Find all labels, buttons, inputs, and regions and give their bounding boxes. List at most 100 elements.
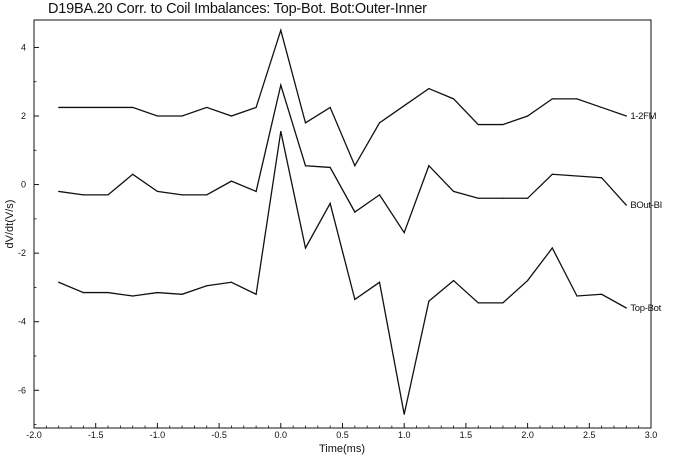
data-point: [304, 122, 307, 124]
data-point: [329, 202, 331, 205]
data-point: [132, 173, 134, 175]
data-point: [452, 190, 455, 193]
data-point: [82, 194, 84, 196]
y-tick-label: -2: [18, 248, 26, 258]
data-point: [255, 190, 257, 193]
data-point: [601, 177, 603, 179]
data-point: [601, 106, 603, 109]
data-point: [477, 302, 479, 304]
data-point: [551, 98, 553, 100]
data-point: [378, 122, 381, 124]
data-point: [304, 247, 307, 249]
data-point: [428, 300, 430, 302]
data-point: [206, 106, 208, 109]
y-tick-label: 0: [21, 180, 26, 190]
data-point: [280, 84, 282, 86]
data-point: [156, 190, 158, 193]
data-point: [625, 204, 627, 206]
data-point: [428, 165, 430, 167]
data-point: [181, 194, 183, 196]
data-point: [625, 115, 627, 117]
data-point: [625, 307, 627, 309]
data-point: [502, 123, 504, 126]
data-point: [181, 293, 183, 295]
data-point: [206, 194, 208, 196]
data-point: [329, 166, 331, 169]
x-tick-label: 2.0: [521, 430, 534, 440]
y-axis-label: dV/dt(V/s): [4, 200, 16, 249]
data-point: [551, 173, 553, 175]
data-point: [132, 295, 134, 297]
data-point: [403, 105, 405, 107]
series-label: Top-Bot: [630, 303, 661, 314]
data-point: [527, 115, 529, 117]
data-point: [206, 285, 208, 287]
series-line-1-2fm: [58, 27, 627, 168]
series-line-top-bot: [58, 131, 627, 415]
data-point: [230, 180, 233, 182]
data-point: [156, 115, 158, 117]
y-tick-label: 2: [21, 111, 26, 121]
data-point: [82, 106, 84, 109]
series-line-bout-bi: [58, 82, 627, 235]
data-point: [230, 281, 233, 283]
data-point: [378, 194, 381, 196]
data-point: [354, 165, 356, 167]
data-point: [354, 298, 356, 301]
data-point: [551, 247, 553, 249]
data-point: [502, 197, 504, 199]
data-point: [58, 106, 60, 109]
data-point: [255, 293, 257, 295]
data-point: [280, 130, 282, 133]
data-point: [477, 123, 479, 126]
data-point: [428, 87, 430, 90]
x-tick-label: 1.0: [398, 430, 411, 440]
x-tick-label: 0.0: [275, 430, 288, 440]
data-point: [329, 106, 331, 109]
data-point: [156, 291, 158, 294]
x-axis-label: Time(ms): [319, 443, 365, 455]
data-point: [378, 281, 381, 283]
data-point: [230, 115, 233, 117]
plot-frame: [33, 19, 652, 429]
data-point: [403, 231, 405, 234]
data-point: [502, 302, 504, 304]
x-tick-label: 3.0: [645, 430, 658, 440]
x-tick-label: 0.5: [336, 430, 349, 440]
data-point: [527, 279, 529, 282]
x-tick-label: -2.0: [26, 430, 42, 440]
data-point: [280, 29, 282, 31]
x-axis: -2.0 -1.5 -1.0 -0.5 0.0 0.5 1.0 1.5 2.0 2.5 3.0: [26, 423, 657, 440]
data-point: [576, 175, 578, 177]
data-point: [181, 115, 183, 117]
x-tick-label: -1.5: [88, 430, 104, 440]
series-lines: [58, 27, 627, 415]
data-point: [107, 291, 109, 294]
y-tick-label: -4: [18, 317, 26, 327]
data-point: [601, 293, 603, 295]
y-tick-label: -6: [18, 385, 26, 395]
y-axis: 4 2 0 -2 -4 -6: [18, 42, 39, 425]
data-point: [354, 211, 356, 213]
x-tick-label: 1.5: [460, 430, 473, 440]
data-point: [58, 281, 60, 283]
data-point: [107, 194, 109, 196]
data-point: [452, 98, 455, 100]
chart-title: D19BA.20 Corr. to Coil Imbalances: Top-B…: [48, 1, 427, 17]
data-point: [255, 106, 257, 109]
data-point: [477, 197, 479, 199]
data-point: [82, 291, 84, 294]
series-labels: 1-2FM BOut-BI Top-Bot: [630, 111, 662, 314]
x-tick-label: -1.0: [150, 430, 166, 440]
series-label: BOut-BI: [630, 200, 662, 211]
data-point: [576, 295, 578, 297]
data-point: [132, 106, 134, 109]
x-tick-label: 2.5: [583, 430, 596, 440]
data-point: [107, 106, 109, 109]
data-point: [527, 197, 529, 199]
x-tick-label: -0.5: [211, 430, 227, 440]
y-tick-label: 4: [21, 42, 26, 52]
series-label: 1-2FM: [630, 111, 656, 122]
data-point: [304, 165, 307, 167]
